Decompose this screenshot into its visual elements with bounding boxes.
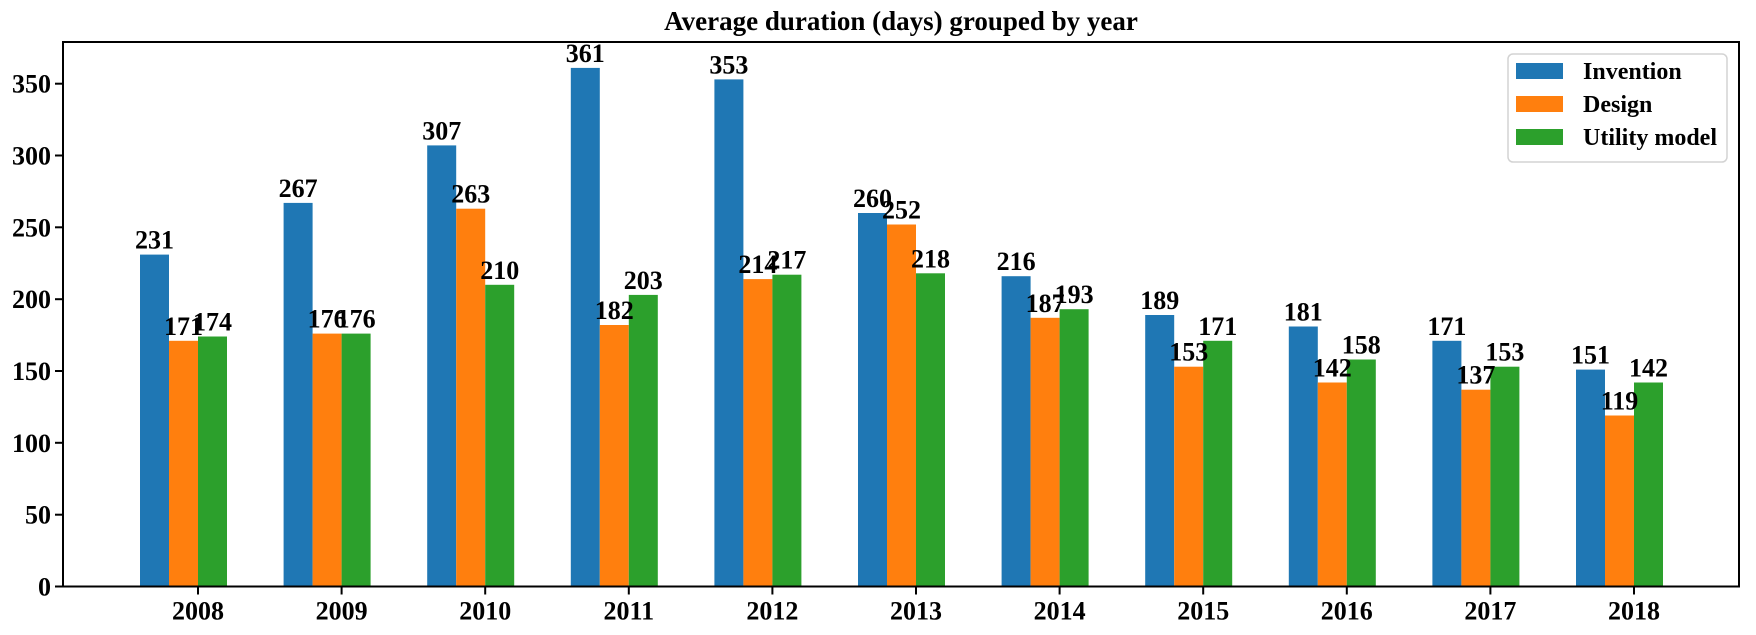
value-label-invention-2016: 181 <box>1284 298 1323 327</box>
legend-label-invention: Invention <box>1583 59 1682 85</box>
legend-swatch-utility-model <box>1516 129 1563 145</box>
bar-utility-model-2008 <box>198 336 227 587</box>
bar-invention-2016 <box>1288 326 1318 587</box>
value-label-design-2009: 176 <box>308 305 347 334</box>
value-label-design-2015: 153 <box>1169 338 1208 367</box>
value-label-design-2011: 182 <box>595 296 634 325</box>
x-tick-label-2015: 2015 <box>1177 597 1229 626</box>
bar-utility-model-2018 <box>1634 382 1663 587</box>
x-tick-label-2014: 2014 <box>1034 597 1086 626</box>
bar-utility-model-2010 <box>485 284 515 587</box>
y-tick-label-0: 0 <box>38 573 51 602</box>
bar-design-2016 <box>1317 382 1347 587</box>
bar-invention-2009 <box>283 202 313 587</box>
y-tick-label-350: 350 <box>12 70 51 99</box>
bar-invention-2013 <box>858 213 887 587</box>
value-label-utility-model-2010: 210 <box>480 256 519 285</box>
x-tick-label-2011: 2011 <box>604 597 655 626</box>
bar-design-2013 <box>887 224 916 587</box>
legend-swatch-design <box>1516 96 1563 112</box>
axes-layer: 0 50 100 150 200 250 300 350 2008 2009 2010 2011 201… <box>12 41 1740 626</box>
value-label-utility-model-2008: 174 <box>193 308 232 337</box>
value-label-design-2018: 119 <box>1601 387 1639 416</box>
bar-utility-model-2014 <box>1059 309 1089 587</box>
value-label-invention-2009: 267 <box>279 174 318 203</box>
x-tick-label-2009: 2009 <box>316 597 368 626</box>
value-label-invention-2008: 231 <box>135 226 174 255</box>
bar-design-2008 <box>169 340 198 587</box>
value-label-design-2012: 214 <box>738 250 777 279</box>
bar-utility-model-2011 <box>628 294 658 587</box>
x-tick-label-2013: 2013 <box>890 597 942 626</box>
bar-invention-2012 <box>714 79 744 587</box>
value-label-invention-2018: 151 <box>1571 341 1610 370</box>
value-label-design-2014: 187 <box>1026 289 1065 318</box>
bar-invention-2018 <box>1576 369 1605 587</box>
bar-design-2017 <box>1461 389 1491 587</box>
bar-design-2010 <box>456 208 486 587</box>
bar-design-2018 <box>1605 415 1634 587</box>
value-label-utility-model-2016: 158 <box>1342 331 1381 360</box>
value-label-invention-2010: 307 <box>422 116 461 145</box>
y-tick-label-100: 100 <box>12 429 51 458</box>
x-tick-label-2018: 2018 <box>1608 597 1660 626</box>
y-tick-label-250: 250 <box>12 213 51 242</box>
bar-utility-model-2016 <box>1346 359 1376 587</box>
x-tick-label-2010: 2010 <box>459 597 511 626</box>
legend: Invention Design Utility model <box>1507 53 1728 163</box>
legend-label-utility-model: Utility model <box>1583 125 1717 151</box>
value-label-utility-model-2017: 153 <box>1485 338 1524 367</box>
bar-utility-model-2017 <box>1490 366 1520 587</box>
x-tick-label-2012: 2012 <box>746 597 798 626</box>
value-label-design-2016: 142 <box>1313 354 1352 383</box>
value-label-design-2008: 171 <box>164 312 203 341</box>
x-tick-label-2008: 2008 <box>172 597 224 626</box>
bar-invention-2015 <box>1145 315 1175 587</box>
bar-invention-2010 <box>427 145 457 587</box>
bar-invention-2011 <box>570 67 600 587</box>
y-tick-label-300: 300 <box>12 142 51 171</box>
value-label-invention-2011: 361 <box>566 39 605 68</box>
bar-design-2012 <box>743 279 773 587</box>
legend-label-design: Design <box>1583 92 1652 118</box>
value-label-utility-model-2015: 171 <box>1198 312 1237 341</box>
bar-design-2014 <box>1030 317 1060 587</box>
legend-swatch-invention <box>1516 63 1563 79</box>
value-labels-layer: 231 267 307 361 353 260 216 189 181 171 151 171 176 2… <box>135 39 1668 416</box>
value-label-design-2010: 263 <box>451 180 490 209</box>
value-label-design-2013: 252 <box>882 196 921 225</box>
bar-design-2011 <box>599 325 629 587</box>
bar-invention-2017 <box>1432 340 1462 587</box>
value-label-utility-model-2012: 217 <box>767 246 806 275</box>
bar-utility-model-2015 <box>1203 340 1233 587</box>
y-tick-label-200: 200 <box>12 285 51 314</box>
bar-utility-model-2009 <box>341 333 371 587</box>
value-label-invention-2013: 260 <box>853 184 892 213</box>
bar-utility-model-2012 <box>772 274 802 587</box>
chart-title: Average duration (days) grouped by year <box>664 6 1138 36</box>
bar-design-2015 <box>1174 366 1204 587</box>
value-label-utility-model-2013: 218 <box>911 244 950 273</box>
bar-utility-model-2013 <box>916 273 945 587</box>
value-label-design-2017: 137 <box>1456 361 1495 390</box>
x-tick-label-2017: 2017 <box>1464 597 1516 626</box>
value-label-invention-2012: 353 <box>709 50 748 79</box>
bar-invention-2014 <box>1001 276 1031 587</box>
bars-layer <box>140 67 1663 587</box>
bar-invention-2008 <box>140 254 169 587</box>
value-label-utility-model-2009: 176 <box>337 305 376 334</box>
value-label-utility-model-2018: 142 <box>1629 354 1668 383</box>
y-tick-label-150: 150 <box>12 357 51 386</box>
value-label-invention-2014: 216 <box>997 247 1036 276</box>
x-tick-label-2016: 2016 <box>1321 597 1373 626</box>
bar-design-2009 <box>312 333 342 587</box>
value-label-invention-2015: 189 <box>1140 286 1179 315</box>
value-label-invention-2017: 171 <box>1427 312 1466 341</box>
plot-frame <box>62 41 1740 588</box>
y-tick-label-50: 50 <box>25 501 51 530</box>
value-label-utility-model-2014: 193 <box>1055 280 1094 309</box>
value-label-utility-model-2011: 203 <box>624 266 663 295</box>
